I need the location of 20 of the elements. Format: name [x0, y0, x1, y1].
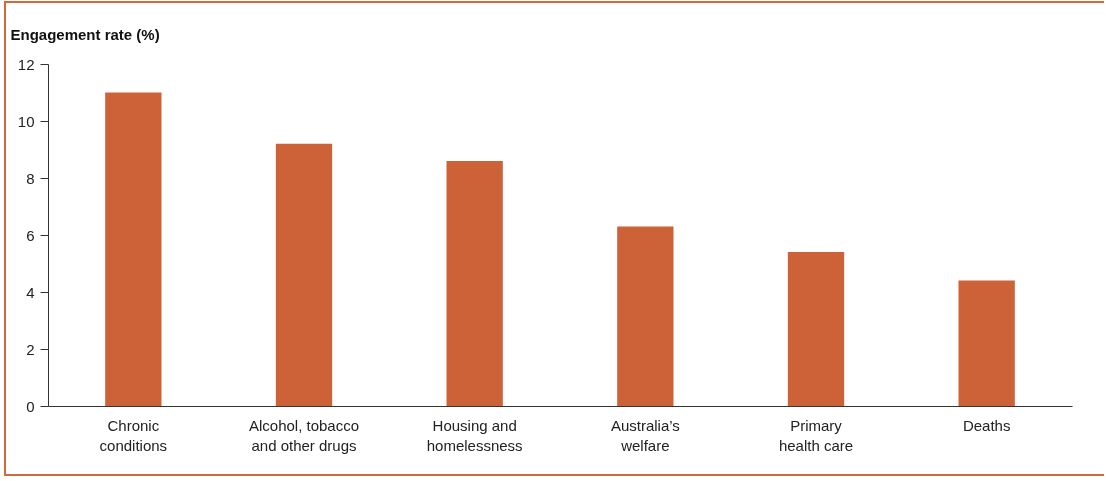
y-tick-label: 8: [26, 169, 35, 187]
bar: [105, 92, 162, 406]
bar: [787, 252, 845, 406]
bar: [446, 160, 503, 406]
bar: [958, 280, 1015, 406]
x-tick-label: Alcohol, tobacco and other drugs: [248, 416, 360, 454]
y-tick-label: 10: [17, 112, 35, 130]
x-tick-label: Australia’s welfare: [610, 416, 680, 454]
bar: [275, 143, 333, 406]
y-tick-label: 12: [17, 55, 35, 73]
x-tick-label: Primary health care: [778, 416, 854, 454]
y-tick-label: 6: [26, 226, 35, 244]
y-axis-title: Engagement rate (%): [10, 25, 160, 43]
x-tick-label: Housing and homelessness: [426, 416, 523, 454]
y-tick-label: 2: [26, 340, 35, 358]
x-tick-label: Chronic conditions: [99, 416, 168, 454]
y-tick-label: 0: [26, 397, 35, 415]
x-tick-label: Deaths: [962, 416, 1011, 434]
bar: [617, 226, 674, 406]
y-tick-label: 4: [26, 283, 35, 301]
